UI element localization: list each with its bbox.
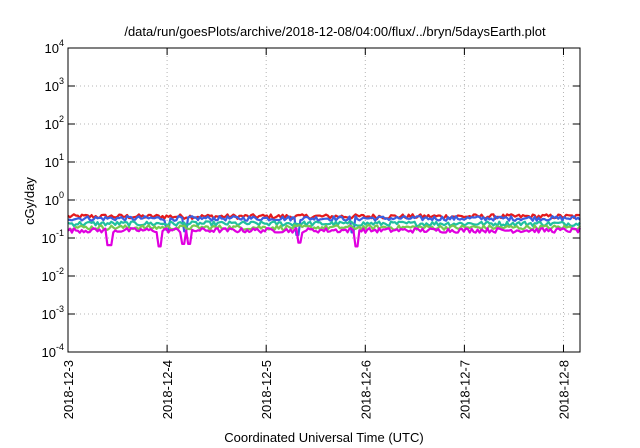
y-axis-label: cGy/day [22, 177, 37, 225]
x-tick-group: 2018-12-3 2018-12-4 2018-12-5 2018-12-6 2018… [61, 48, 571, 419]
series-line [67, 227, 581, 248]
x-tick-label: 2018-12-8 [556, 360, 571, 419]
x-axis-label: Coordinated Universal Time (UTC) [224, 430, 423, 445]
y-tick-label: 10-3 [42, 304, 64, 322]
y-tick-label: 10-1 [42, 228, 64, 246]
y-tick-label: 100 [45, 190, 64, 208]
x-tick-label: 2018-12-5 [259, 360, 274, 419]
x-tick-label: 2018-12-3 [61, 360, 76, 419]
x-tick-label: 2018-12-6 [358, 360, 373, 419]
series-line [67, 220, 581, 228]
y-tick-label: 10-2 [42, 266, 64, 284]
y-tick-label: 101 [45, 152, 64, 170]
y-tick-label: 103 [45, 76, 64, 94]
chart-title: /data/run/goesPlots/archive/2018-12-08/0… [124, 24, 546, 39]
grid [68, 48, 580, 352]
series-group [67, 213, 581, 248]
x-tick-label: 2018-12-4 [160, 360, 175, 419]
x-tick-label: 2018-12-7 [457, 360, 472, 419]
y-tick-group: 10-4 10-3 10-2 10-1 100 101 102 103 104 [42, 38, 580, 360]
y-tick-label: 10-4 [42, 342, 64, 360]
y-tick-label: 104 [45, 38, 64, 56]
y-tick-label: 102 [45, 114, 64, 132]
series-line [67, 215, 581, 237]
series-line [67, 224, 581, 231]
